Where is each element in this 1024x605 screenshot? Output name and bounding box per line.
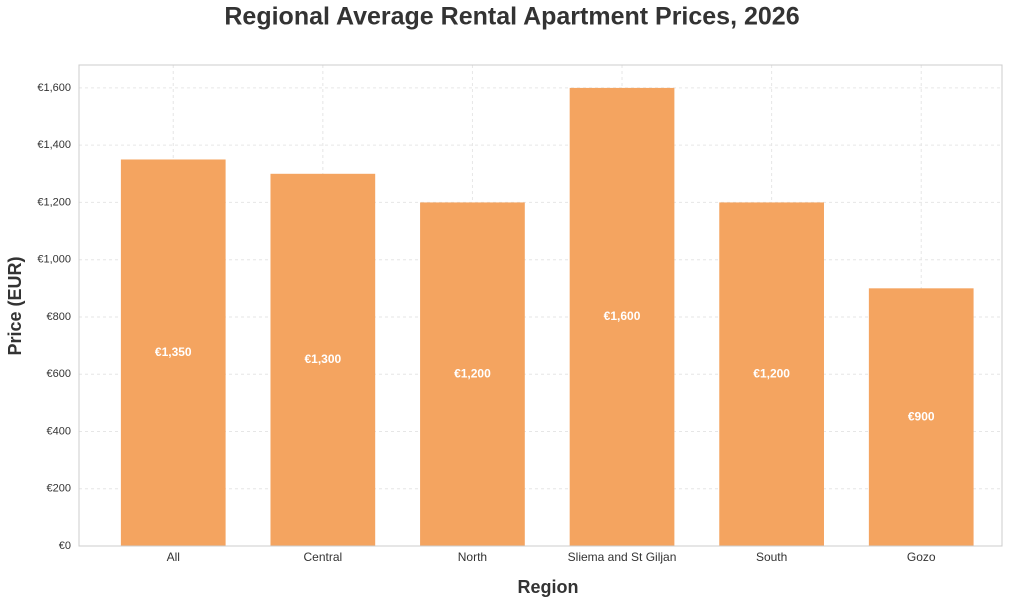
bar (868, 288, 974, 546)
x-tick-label: South (756, 550, 787, 564)
y-tick-label: €200 (47, 483, 71, 495)
x-tick-label: Central (303, 550, 342, 564)
plot-frame (78, 64, 1003, 547)
value-label: €1,350 (155, 345, 192, 359)
value-label: €1,200 (753, 366, 790, 380)
y-tick-label: €1,200 (37, 196, 71, 208)
value-label: €900 (908, 409, 935, 423)
y-tick-label: €600 (47, 368, 71, 380)
bar (569, 87, 675, 547)
y-axis-label: Price (EUR) (5, 256, 25, 355)
value-label: €1,200 (454, 366, 491, 380)
y-tick-label: €0 (59, 540, 71, 552)
y-tick-label: €400 (47, 425, 71, 437)
chart-title: Regional Average Rental Apartment Prices… (224, 3, 799, 31)
x-tick-label: All (167, 550, 180, 564)
value-label: €1,300 (304, 352, 341, 366)
bars: €1,350 €1,300 €1,200 €1,600 €1,200 €900 (120, 87, 974, 547)
x-tick-label: North (458, 550, 487, 564)
bar (719, 202, 824, 546)
bar (120, 159, 226, 546)
bar (420, 202, 525, 546)
x-axis-label: Region (518, 577, 579, 597)
bar (270, 173, 376, 547)
y-tick-label: €800 (47, 311, 71, 323)
y-tick-label: €1,600 (37, 82, 71, 94)
y-tick-label: €1,400 (37, 139, 71, 151)
x-tick-label: Sliema and St Giljan (568, 550, 677, 564)
y-tick-label: €1,000 (37, 254, 71, 266)
value-label: €1,600 (604, 309, 641, 323)
x-tick-label: Gozo (907, 550, 936, 564)
